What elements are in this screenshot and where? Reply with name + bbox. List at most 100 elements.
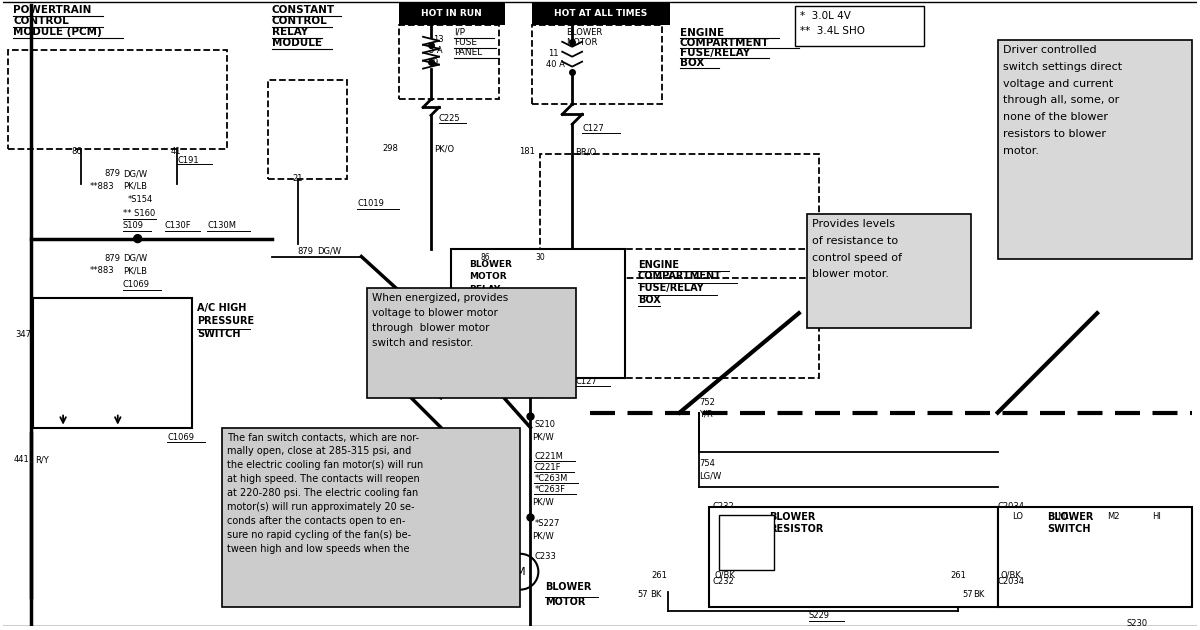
Bar: [451, 249, 625, 378]
Text: BR/O: BR/O: [575, 147, 596, 156]
Text: 879: 879: [104, 253, 121, 263]
Text: PK/LB: PK/LB: [122, 266, 146, 275]
Text: R/Y: R/Y: [35, 455, 49, 464]
Text: motor(s) will run approximately 20 se-: motor(s) will run approximately 20 se-: [227, 502, 415, 512]
Text: MODULE (PCM): MODULE (PCM): [13, 27, 102, 37]
Text: BOX: BOX: [679, 58, 704, 67]
Bar: [533, 25, 661, 105]
Text: C2034: C2034: [997, 502, 1025, 511]
Text: LG/W: LG/W: [700, 471, 721, 480]
Text: LIMITER: LIMITER: [727, 532, 757, 541]
Text: O/BK: O/BK: [1001, 571, 1021, 580]
Text: voltage and current: voltage and current: [1003, 79, 1112, 89]
Text: 86: 86: [71, 147, 82, 156]
Circle shape: [133, 234, 142, 243]
Text: FUSE/RELAY: FUSE/RELAY: [637, 284, 703, 294]
Text: BLOWER: BLOWER: [469, 260, 511, 268]
Text: C221M: C221M: [534, 452, 563, 461]
Text: through  blower motor: through blower motor: [372, 323, 490, 333]
Text: 85: 85: [481, 368, 491, 377]
Text: COMPARTMENT: COMPARTMENT: [679, 38, 769, 48]
Text: BLOWER: BLOWER: [545, 581, 592, 592]
Bar: [8, 50, 227, 149]
Text: BLOWER: BLOWER: [566, 28, 602, 37]
Text: DG/W: DG/W: [317, 246, 341, 256]
Text: CONTROL: CONTROL: [13, 16, 70, 26]
Bar: [533, 3, 670, 25]
Text: the electric cooling fan motor(s) will run: the electric cooling fan motor(s) will r…: [227, 461, 424, 471]
Bar: [268, 79, 348, 179]
Text: none of the blower: none of the blower: [1003, 112, 1108, 122]
Bar: [997, 40, 1192, 258]
Text: MOTOR: MOTOR: [469, 272, 506, 282]
Text: PK/W: PK/W: [533, 433, 554, 442]
Text: O/BK: O/BK: [714, 571, 736, 580]
Text: PK/LB: PK/LB: [122, 182, 146, 191]
Text: 261: 261: [950, 571, 966, 580]
Text: SWITCH: SWITCH: [1048, 524, 1091, 534]
Text: C1019: C1019: [358, 199, 384, 208]
Text: of resistance to: of resistance to: [811, 236, 898, 246]
Bar: [709, 507, 997, 607]
Bar: [367, 289, 576, 398]
Text: C130M: C130M: [208, 220, 236, 230]
Text: 371: 371: [491, 497, 506, 506]
Text: S210: S210: [534, 420, 556, 428]
Text: LO: LO: [1013, 512, 1024, 521]
Text: Y/R: Y/R: [700, 410, 713, 419]
Text: *C263M: *C263M: [534, 474, 568, 483]
Text: C1069: C1069: [168, 433, 194, 442]
Text: FUSE: FUSE: [454, 38, 476, 47]
Text: HOT AT ALL TIMES: HOT AT ALL TIMES: [554, 9, 648, 18]
Text: MOTOR: MOTOR: [545, 597, 586, 607]
Text: MOTOR: MOTOR: [566, 38, 598, 47]
Text: SWITCH: SWITCH: [197, 329, 241, 339]
Text: BK: BK: [649, 590, 661, 598]
Text: PK/O: PK/O: [434, 144, 454, 153]
Text: 13: 13: [433, 35, 444, 44]
Bar: [540, 154, 818, 249]
Text: C221F: C221F: [534, 463, 560, 472]
Text: S229: S229: [809, 612, 829, 621]
Text: COMPARTMENT: COMPARTMENT: [637, 272, 721, 282]
Text: PK/W: PK/W: [533, 532, 554, 541]
Bar: [34, 298, 192, 428]
Text: THERMAL: THERMAL: [725, 520, 762, 529]
Text: BK/Y: BK/Y: [35, 330, 54, 339]
Text: 371: 371: [491, 532, 506, 541]
Bar: [794, 6, 924, 46]
Text: S230: S230: [1127, 619, 1148, 629]
Text: 441: 441: [13, 455, 29, 464]
Text: I/P: I/P: [454, 28, 464, 37]
Text: 298: 298: [383, 144, 398, 153]
Text: *  3.0L 4V: * 3.0L 4V: [800, 11, 851, 21]
Text: **883: **883: [90, 266, 115, 275]
Text: mally open, close at 285-315 psi, and: mally open, close at 285-315 psi, and: [227, 447, 412, 456]
Text: DG/W: DG/W: [122, 253, 146, 263]
Bar: [540, 278, 818, 378]
Text: C127: C127: [575, 377, 596, 386]
Text: S109: S109: [122, 220, 144, 230]
Text: switch settings direct: switch settings direct: [1003, 62, 1122, 72]
Text: A/C HIGH: A/C HIGH: [197, 303, 247, 313]
Text: C225: C225: [439, 114, 461, 123]
Text: 21: 21: [293, 174, 302, 183]
Text: C232: C232: [713, 576, 734, 586]
Text: 30: 30: [535, 253, 545, 261]
Text: CONSTANT: CONSTANT: [272, 5, 335, 15]
Text: Driver controlled: Driver controlled: [1003, 45, 1097, 55]
Text: through all, some, or: through all, some, or: [1003, 96, 1118, 105]
Bar: [400, 25, 498, 100]
Text: C191: C191: [178, 156, 199, 165]
Text: ENGINE: ENGINE: [679, 28, 724, 38]
Text: The fan switch contacts, which are nor-: The fan switch contacts, which are nor-: [227, 433, 419, 442]
Text: 181: 181: [520, 147, 535, 156]
Text: BK: BK: [973, 590, 984, 598]
Text: 754: 754: [700, 459, 715, 468]
Text: CONTROL: CONTROL: [272, 16, 328, 26]
Text: HI: HI: [1152, 512, 1160, 521]
Text: BLOWER: BLOWER: [769, 512, 816, 522]
Text: *C263F: *C263F: [534, 485, 565, 494]
Text: PRESSURE: PRESSURE: [197, 316, 254, 326]
Text: PK/W: PK/W: [533, 497, 554, 506]
